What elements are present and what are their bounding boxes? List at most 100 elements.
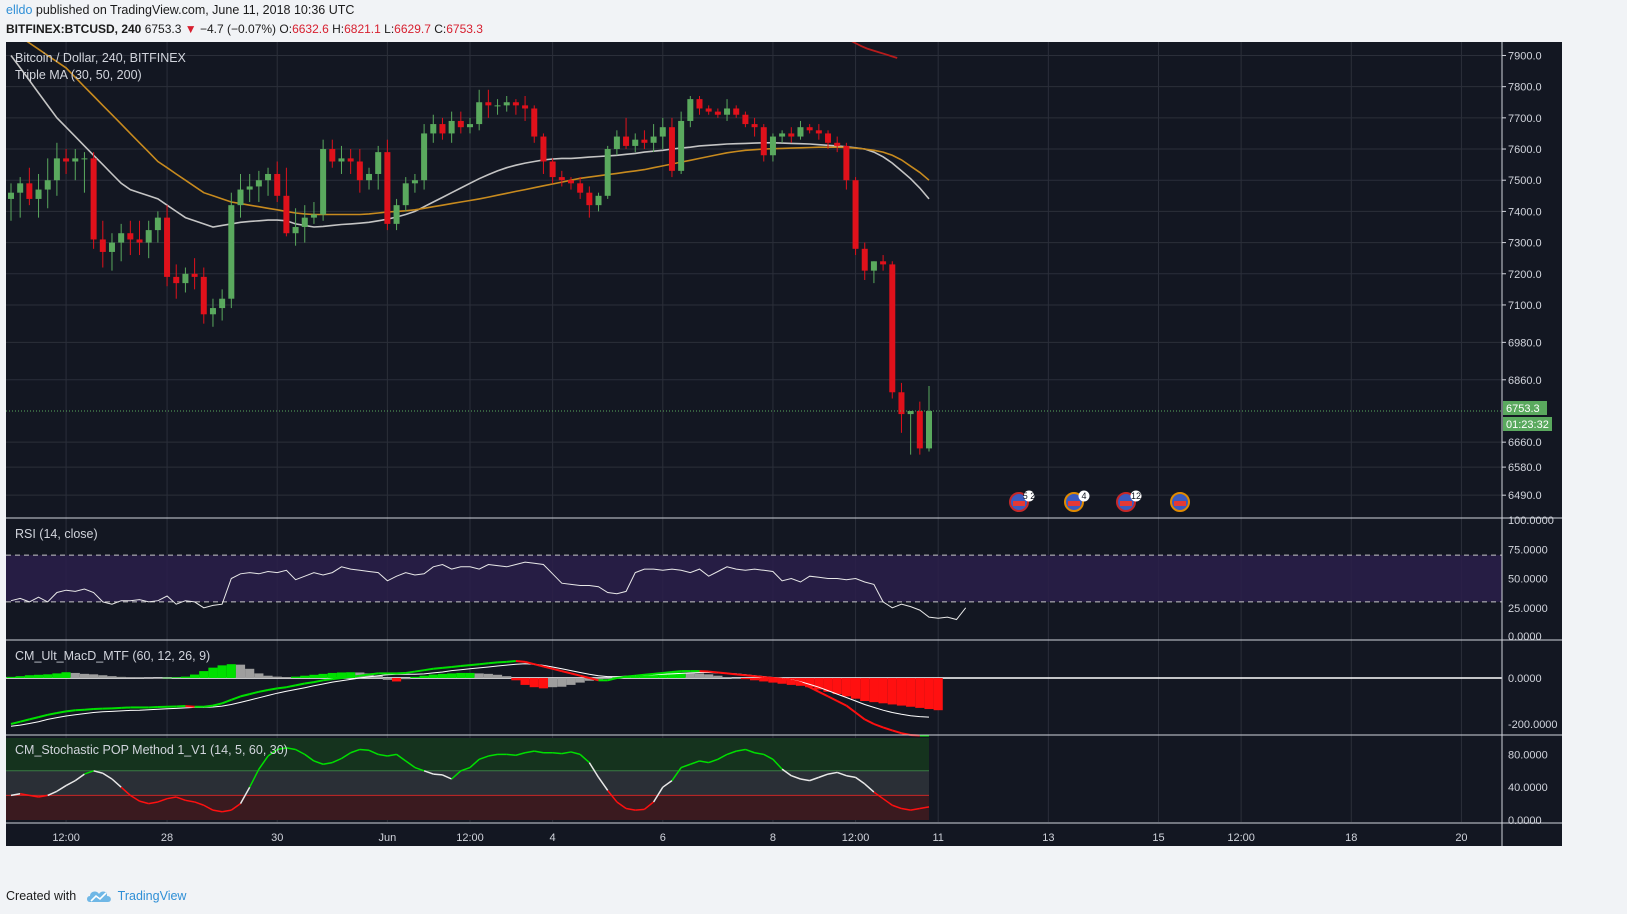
stoch-line-segment <box>836 771 847 777</box>
countdown-tag <box>1503 417 1552 431</box>
candle-body <box>154 217 161 231</box>
macd-line-segment <box>791 679 801 684</box>
stoch-lower-zone <box>6 795 929 820</box>
candle-body <box>503 102 510 106</box>
macd-histogram-bar <box>850 678 861 699</box>
macd-line-segment <box>304 681 315 685</box>
stoch-line-segment <box>442 774 452 780</box>
price-tick-label: 6860.0 <box>1508 375 1542 387</box>
candle-body <box>164 217 171 277</box>
macd-line-segment <box>736 673 746 677</box>
macd-histogram-bar <box>860 678 870 701</box>
candle-body <box>613 136 620 150</box>
macd-line-segment <box>258 688 269 693</box>
candle-body <box>182 273 189 284</box>
candle-body <box>145 230 152 243</box>
stoch-line-segment <box>717 753 728 760</box>
macd-histogram-bar <box>566 678 576 685</box>
low-label: L: <box>384 22 395 36</box>
macd-histogram-bar <box>43 674 53 678</box>
macd-line-segment <box>781 677 792 682</box>
pane-title-rsi: RSI (14, close) <box>15 527 98 541</box>
author-link[interactable]: elldo <box>6 3 33 17</box>
macd-line-segment <box>561 670 572 675</box>
macd-histogram-bar <box>336 672 347 678</box>
candle-body <box>274 173 281 196</box>
macd-line-segment <box>313 679 324 684</box>
candle-body <box>595 195 602 206</box>
rsi-tick-label: 100.0000 <box>1508 515 1554 527</box>
macd-histogram-bar <box>529 678 539 688</box>
stoch-line-segment <box>635 808 645 811</box>
candle-body <box>650 136 657 143</box>
candle-body <box>17 183 24 193</box>
macd-line-segment <box>579 674 590 679</box>
candle-body <box>72 158 79 162</box>
macd-line-segment <box>506 659 516 663</box>
rsi-tick-label: 50.0000 <box>1508 574 1548 586</box>
macd-line-segment <box>625 674 636 678</box>
candle-body <box>127 233 134 240</box>
candle-body <box>678 120 685 171</box>
stoch-line-segment <box>368 749 379 756</box>
flag-stripe <box>1120 501 1132 506</box>
macd-histogram-bar <box>474 673 484 678</box>
macd-line-segment <box>800 681 811 689</box>
macd-histogram-bar <box>740 678 750 680</box>
candle-body <box>742 114 749 125</box>
tradingview-link[interactable]: TradingView <box>117 889 187 903</box>
macd-line-segment <box>616 675 627 679</box>
macd-line-segment <box>882 726 893 732</box>
macd-histogram-bar <box>639 674 650 678</box>
candle-body <box>136 239 143 243</box>
candle-body <box>558 177 565 181</box>
macd-histogram-bar <box>658 672 668 678</box>
stoch-line-segment <box>433 773 443 776</box>
macd-histogram-bar <box>281 677 291 678</box>
stoch-line-segment <box>515 752 526 756</box>
macd-histogram-bar <box>428 674 438 678</box>
candle-body <box>907 410 914 415</box>
stoch-line-segment <box>506 753 516 756</box>
candle-body <box>81 158 88 160</box>
stoch-line-segment <box>20 793 30 797</box>
chart-background <box>6 42 1562 846</box>
stoch-line-segment <box>378 753 388 757</box>
macd-histogram-bar <box>447 673 457 678</box>
indicator-series <box>6 561 1502 813</box>
stoch-line-segment <box>239 786 251 804</box>
candle-body <box>255 180 262 187</box>
ma-line <box>10 55 930 228</box>
stoch-line-segment <box>588 762 600 778</box>
stoch-line-segment <box>652 786 664 803</box>
macd-line-segment <box>212 702 223 707</box>
flag-stripe <box>1013 501 1025 506</box>
macd-histogram-bar <box>492 674 503 678</box>
macd-line-segment <box>653 671 663 675</box>
macd-histogram-bar <box>309 674 319 678</box>
stoch-tick-label: 0.0000 <box>1508 815 1542 827</box>
stoch-line-segment <box>129 794 140 802</box>
macd-histogram-bar <box>896 678 907 706</box>
candle-body <box>476 102 483 125</box>
candle-body <box>209 308 216 315</box>
macd-histogram-bar <box>116 676 126 678</box>
candle-body <box>246 186 253 190</box>
ma-line <box>26 42 930 216</box>
stoch-line-segment <box>561 751 572 755</box>
price-change: −4.7 (−0.07%) <box>199 22 277 36</box>
time-tick-label: 12:00 <box>1227 832 1255 844</box>
macd-histogram-bar <box>906 678 916 707</box>
macd-histogram-bar <box>584 678 594 681</box>
macd-line-segment <box>809 686 820 693</box>
stoch-line-segment <box>350 748 361 754</box>
stoch-line-segment <box>249 768 260 788</box>
stoch-line-segment <box>800 778 810 782</box>
stoch-line-segment <box>809 776 820 782</box>
publish-line: elldo published on TradingView.com, June… <box>6 3 354 17</box>
candle-body <box>577 183 584 193</box>
macd-histogram-bar <box>694 673 705 678</box>
macd-line-segment <box>47 711 58 716</box>
event-badges[interactable]: 5 2 4 12 <box>1009 490 1190 512</box>
chart-canvas[interactable]: 7900.0 7800.0 7700.0 7600.0 7500.0 7400.0 7300… <box>6 42 1562 846</box>
